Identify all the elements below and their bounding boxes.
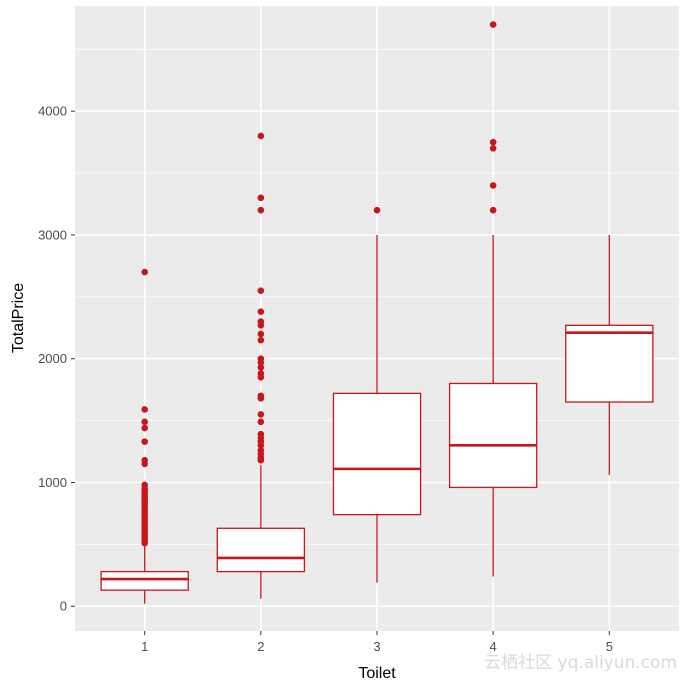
outlier-point xyxy=(373,206,381,214)
outlier-point xyxy=(141,268,148,276)
x-tick-label: 4 xyxy=(490,639,497,654)
outlier-point xyxy=(257,364,265,371)
outlier-point xyxy=(257,411,265,418)
box-iqr xyxy=(332,392,422,516)
x-axis-title: Toilet xyxy=(358,665,396,682)
outlier-point xyxy=(257,132,265,140)
box-layer xyxy=(100,234,654,604)
outlier-point xyxy=(257,370,265,377)
axis-layer: 0 1000 2000 3000 4000 1 2 3 4 5 xyxy=(38,104,613,654)
outlier-point xyxy=(257,206,265,214)
y-tick-label: 3000 xyxy=(38,227,67,242)
outlier-point xyxy=(489,206,497,214)
box-iqr xyxy=(216,527,306,573)
outlier-point xyxy=(141,424,148,432)
y-tick-label: 2000 xyxy=(38,351,67,366)
outlier-point xyxy=(257,308,265,315)
outlier-point xyxy=(257,392,265,400)
y-tick-label: 1000 xyxy=(38,475,67,490)
outlier-point xyxy=(257,287,265,294)
outlier-point xyxy=(257,194,265,202)
outlier-point xyxy=(141,456,148,464)
outlier-point xyxy=(257,355,265,363)
outlier-point xyxy=(489,21,497,28)
outlier-point xyxy=(141,481,148,489)
box-iqr xyxy=(448,382,538,489)
box-iqr xyxy=(100,570,189,591)
outlier-point xyxy=(141,418,148,426)
outlier-point xyxy=(257,318,265,325)
outlier-point xyxy=(257,430,265,438)
y-tick-label: 0 xyxy=(60,599,67,614)
outlier-layer xyxy=(141,21,497,547)
x-tick-label: 1 xyxy=(141,639,148,654)
outlier-point xyxy=(489,182,497,189)
watermark-text: 云栖社区 yq.aliyun.com xyxy=(484,653,677,673)
y-tick-label: 4000 xyxy=(38,104,67,119)
x-tick-label: 2 xyxy=(257,639,264,654)
x-tick-label: 3 xyxy=(373,639,380,654)
outlier-point xyxy=(489,138,497,146)
x-tick-label: 5 xyxy=(606,639,613,654)
outlier-point xyxy=(141,406,148,413)
outlier-point xyxy=(257,418,265,426)
outlier-point xyxy=(141,438,148,445)
box-iqr xyxy=(565,324,654,403)
outlier-point xyxy=(257,336,265,344)
outlier-point xyxy=(489,145,497,152)
outlier-point xyxy=(257,447,265,454)
y-axis-title: TotalPrice xyxy=(10,283,27,353)
outlier-point xyxy=(257,330,265,338)
